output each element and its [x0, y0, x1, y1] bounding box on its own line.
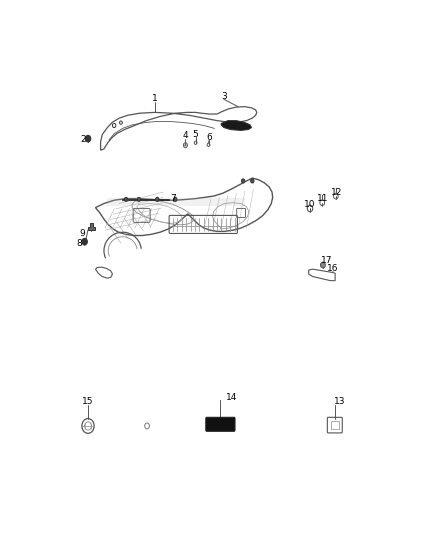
Text: 7: 7 — [171, 194, 177, 203]
Text: 1: 1 — [152, 94, 158, 103]
Text: 8: 8 — [76, 239, 82, 248]
Text: 3: 3 — [222, 92, 227, 101]
Text: 5: 5 — [193, 130, 198, 139]
Text: 10: 10 — [304, 200, 315, 209]
Circle shape — [124, 197, 128, 201]
Text: 14: 14 — [226, 393, 237, 402]
Circle shape — [155, 197, 159, 201]
Circle shape — [137, 197, 141, 201]
Text: 2: 2 — [81, 135, 86, 144]
Circle shape — [173, 197, 177, 201]
Text: 16: 16 — [327, 264, 339, 273]
Circle shape — [251, 179, 254, 183]
Text: 13: 13 — [334, 397, 346, 406]
Text: 6: 6 — [206, 133, 212, 142]
Polygon shape — [221, 120, 251, 131]
Circle shape — [85, 135, 91, 142]
Polygon shape — [88, 223, 95, 230]
Text: 12: 12 — [331, 188, 342, 197]
Circle shape — [82, 238, 87, 245]
Text: 4: 4 — [183, 131, 188, 140]
Text: 9: 9 — [80, 229, 85, 238]
Text: 15: 15 — [82, 397, 94, 406]
Circle shape — [185, 144, 186, 146]
Text: 11: 11 — [317, 194, 328, 203]
Circle shape — [241, 179, 245, 183]
Polygon shape — [122, 199, 170, 200]
FancyBboxPatch shape — [206, 417, 235, 431]
Text: 17: 17 — [321, 256, 332, 265]
Circle shape — [321, 262, 325, 268]
